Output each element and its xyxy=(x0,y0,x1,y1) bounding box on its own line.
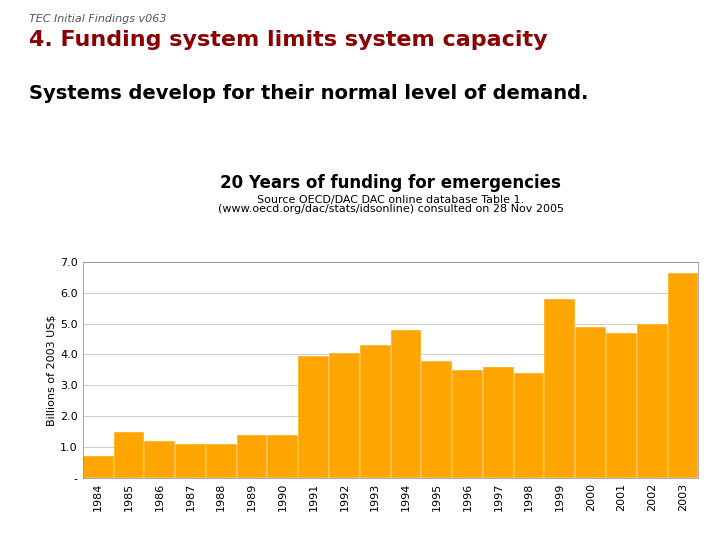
Bar xyxy=(83,456,114,478)
Bar xyxy=(421,361,452,478)
Bar xyxy=(544,299,575,478)
Text: (www.oecd.org/dac/stats/idsonline) consulted on 28 Nov 2005: (www.oecd.org/dac/stats/idsonline) consu… xyxy=(217,204,564,214)
Bar xyxy=(329,353,360,478)
Bar xyxy=(267,435,298,478)
Bar xyxy=(667,273,698,478)
Bar xyxy=(636,323,667,478)
Bar xyxy=(575,327,606,478)
Y-axis label: Billions of 2003 US$: Billions of 2003 US$ xyxy=(46,314,56,426)
Bar xyxy=(298,356,329,478)
Text: 20 Years of funding for emergencies: 20 Years of funding for emergencies xyxy=(220,174,561,192)
Bar xyxy=(114,431,144,478)
Text: Systems develop for their normal level of demand.: Systems develop for their normal level o… xyxy=(29,84,588,103)
Bar xyxy=(237,435,267,478)
Bar xyxy=(483,367,513,478)
Text: TEC Initial Findings v063: TEC Initial Findings v063 xyxy=(29,14,166,24)
Text: Source OECD/DAC DAC online database Table 1.: Source OECD/DAC DAC online database Tabl… xyxy=(257,195,524,205)
Bar xyxy=(360,345,390,478)
Bar xyxy=(606,333,636,478)
Bar xyxy=(144,441,175,478)
Bar xyxy=(175,444,206,478)
Bar xyxy=(390,330,421,478)
Bar xyxy=(452,370,483,478)
Text: 4. Funding system limits system capacity: 4. Funding system limits system capacity xyxy=(29,30,547,50)
Bar xyxy=(513,373,544,478)
Bar xyxy=(206,444,237,478)
